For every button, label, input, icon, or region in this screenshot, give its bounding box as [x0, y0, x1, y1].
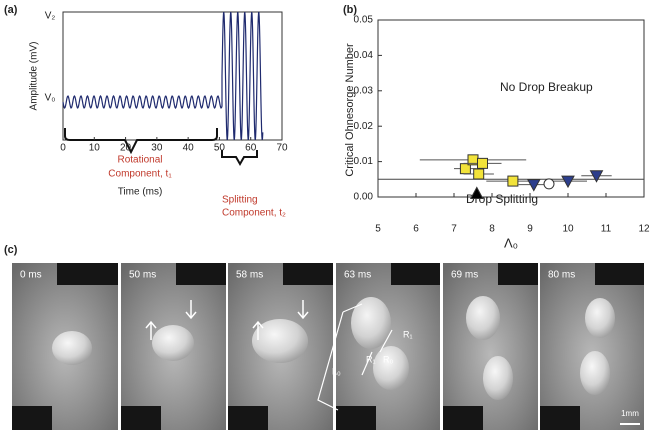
dimension-label: L₀ [332, 366, 341, 376]
x-tick-label: 50 [214, 143, 226, 154]
x-tick-label: 8 [489, 224, 495, 235]
nozzle [228, 406, 268, 430]
nozzle [498, 263, 538, 285]
time-label: 69 ms [451, 270, 478, 281]
y-tick-label: 0.02 [354, 121, 374, 132]
panel-c: (c) 0 ms 50 ms 58 ms 63 ms 69 ms 80 ms L₀ R₁ R₁ R… [4, 244, 644, 430]
x-tick-label: 0 [60, 143, 66, 154]
annotation: Rotational [117, 155, 162, 166]
droplet [373, 346, 409, 390]
arrow-head [297, 311, 309, 320]
point [477, 157, 488, 169]
y-tick-label: 0.05 [354, 15, 374, 26]
y-tick-label: V₂ [45, 11, 56, 22]
y-axis-title: Amplitude (mV) [29, 42, 40, 111]
nozzle [57, 263, 118, 285]
x-tick-label: 7 [451, 224, 457, 235]
panel-a: (a) Amplitude (mV) V₂ V₀ Time (ms) Rotat… [4, 4, 288, 219]
time-label: 63 ms [344, 270, 371, 281]
x-axis-title: Λ₀ [504, 235, 518, 250]
panel-label: (c) [4, 244, 18, 256]
annotation: Splitting [222, 195, 258, 206]
time-label: 0 ms [20, 270, 42, 281]
scale-label: 1mm [621, 409, 639, 418]
y-tick-label: V₀ [45, 93, 56, 104]
x-axis-title: Time (ms) [118, 187, 163, 198]
annotation: Drop Splitting [466, 192, 538, 206]
x-tick-label: 20 [120, 143, 132, 154]
droplet [152, 325, 194, 361]
waveform [62, 11, 264, 141]
droplet [252, 319, 308, 363]
arrow-head [185, 311, 197, 320]
point [507, 175, 519, 187]
panel-label: (a) [4, 4, 18, 16]
y-tick-label: 0.04 [354, 50, 374, 61]
droplet [580, 351, 610, 395]
nozzle [121, 406, 161, 430]
arrow-head [145, 320, 157, 329]
x-tick-label: 12 [638, 224, 650, 235]
time-label: 58 ms [236, 270, 263, 281]
dimension-lines [317, 303, 393, 411]
dimension-label: R₁ [403, 329, 413, 339]
time-label: 50 ms [129, 270, 156, 281]
point [526, 179, 541, 192]
panel-label: (b) [343, 4, 357, 16]
point [543, 178, 555, 190]
nozzle [540, 406, 580, 430]
x-tick-label: 5 [375, 224, 381, 235]
brace [221, 150, 258, 167]
y-tick-label: 0.01 [354, 156, 374, 167]
dimension-label: R₁ [366, 354, 376, 364]
arrow-head [252, 320, 264, 329]
nozzle [176, 263, 226, 285]
nozzle [595, 263, 644, 285]
nozzle [391, 263, 440, 285]
panel-b: (b) Critical Ohnesorge Number Λ₀ No Drop… [343, 4, 650, 251]
droplet [52, 331, 92, 365]
time-label: 80 ms [548, 270, 575, 281]
y-axis-title: Critical Ohnesorge Number [344, 43, 356, 177]
annotation: Component, t₂ [222, 208, 286, 219]
x-tick-label: 70 [276, 143, 288, 154]
droplet [483, 356, 513, 400]
x-tick-label: 10 [89, 143, 101, 154]
y-tick-label: 0.03 [354, 85, 374, 96]
droplet [351, 297, 391, 349]
x-tick-label: 60 [245, 143, 257, 154]
annotation: No Drop Breakup [500, 80, 593, 94]
x-tick-label: 30 [151, 143, 163, 154]
point [473, 168, 485, 180]
x-tick-label: 9 [527, 224, 533, 235]
nozzle [443, 406, 483, 430]
brace [64, 128, 218, 155]
point [561, 175, 575, 189]
y-tick-label: 0.00 [354, 192, 374, 203]
nozzle [336, 406, 376, 430]
annotation: Component, t₁ [108, 169, 172, 180]
dimension-label: R₀ [383, 354, 393, 364]
x-tick-label: 40 [183, 143, 195, 154]
point [469, 186, 484, 199]
x-tick-label: 10 [562, 224, 574, 235]
photo [540, 263, 644, 430]
x-tick-label: 6 [413, 224, 419, 235]
droplet [466, 296, 500, 340]
plot-frame [377, 19, 645, 198]
droplet [585, 298, 615, 338]
x-tick-label: 11 [601, 224, 612, 235]
photo [443, 263, 538, 430]
nozzle [12, 406, 52, 430]
nozzle [283, 263, 333, 285]
point [589, 170, 604, 183]
